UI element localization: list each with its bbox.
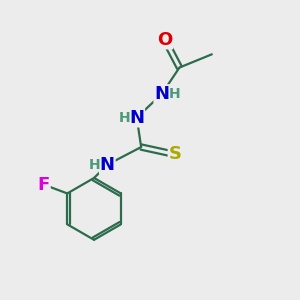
Text: O: O (157, 31, 172, 49)
Text: N: N (129, 109, 144, 127)
Text: H: H (168, 87, 180, 101)
Text: H: H (89, 158, 101, 172)
Text: N: N (100, 156, 115, 174)
Text: N: N (154, 85, 169, 103)
Text: S: S (169, 146, 182, 164)
Text: F: F (38, 176, 50, 194)
Text: H: H (118, 111, 130, 124)
